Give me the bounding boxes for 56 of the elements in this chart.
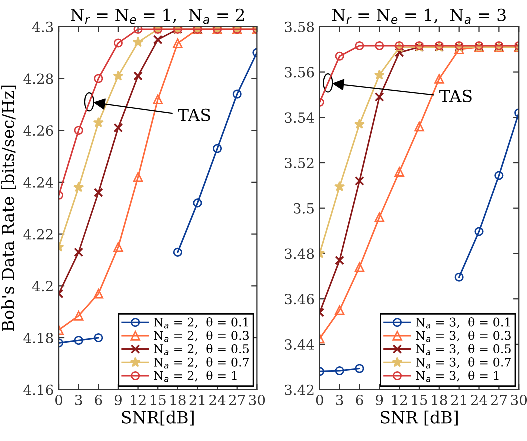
y-tick-label: 4.18: [24, 332, 54, 344]
x-tick-label: 12: [131, 394, 146, 406]
x-tick-label: 6: [356, 394, 364, 406]
y-tick-label: 3.5: [294, 203, 314, 214]
x-tick-label: 6: [95, 394, 102, 406]
x-tick-label: 12: [392, 394, 408, 406]
y-tick-label: 4.26: [24, 126, 54, 136]
y-tick-label: 3.48: [285, 248, 314, 260]
legend-label: N$_{a}$ = 2, θ = 0.7: [154, 358, 250, 369]
legend-label: N$_{a}$ = 2, θ = 0.1: [154, 317, 248, 329]
y-tick-label: 4.22: [24, 229, 53, 240]
annotation: TAS: [440, 90, 472, 103]
x-tick-label: 15: [150, 394, 166, 406]
x-tick-label: 24: [210, 394, 226, 406]
legend-label: N$_{a}$ = 2, θ = 1: [154, 370, 237, 382]
x-tick-label: 18: [432, 394, 448, 406]
legend-label: N$_{a}$ = 3, θ = 0.1: [416, 317, 510, 329]
x-tick-label: 27: [229, 394, 246, 406]
y-tick-label: 3.44: [285, 339, 314, 350]
y-tick-label: 3.52: [285, 158, 314, 168]
y-tick-label: 3.46: [285, 294, 314, 305]
annotation: TAS: [178, 108, 210, 122]
x-tick-label: 24: [471, 394, 488, 406]
x-tick-label: 30: [511, 394, 527, 406]
x-axis-title: SNR [dB]: [381, 410, 458, 426]
x-tick-label: 27: [491, 394, 508, 406]
legend-label: N$_{a}$ = 2, θ = 0.3: [154, 330, 250, 342]
y-tick-label: 3.56: [285, 67, 314, 78]
y-tick-label: 4.28: [24, 74, 54, 84]
legend-label: N$_{a}$ = 3, θ = 0.3: [416, 330, 511, 342]
x-tick-label: 21: [190, 394, 205, 406]
legend-label: N$_{a}$ = 3, θ = 0.7: [416, 358, 511, 369]
legend-label: N$_{a}$ = 3, θ = 1: [416, 370, 499, 382]
x-tick-label: 3: [336, 394, 344, 406]
x-axis-title: SNR[dB]: [122, 410, 194, 426]
y-tick-label: 3.42: [285, 384, 314, 396]
legend-label: N$_{a}$ = 2, θ = 0.5: [154, 344, 249, 356]
y-tick-label: 4.16: [24, 384, 54, 396]
x-tick-label: 0: [56, 394, 63, 406]
y-tick-label: 3.54: [285, 112, 314, 124]
y-tick-label: 4.3: [32, 22, 54, 32]
chart-title: N$_{r}$ = N$_{e}$ = 1, N$_{a}$ = 2: [71, 8, 244, 24]
y-tick-label: 4.2: [32, 281, 53, 292]
x-tick-label: 3: [75, 394, 82, 406]
y-axis-title: Bob's Data Rate [bits/sec/Hz]: [2, 86, 16, 332]
y-tick-label: 4.24: [24, 177, 54, 188]
x-tick-label: 21: [451, 394, 466, 406]
y-tick-label: 3.58: [285, 22, 314, 32]
x-tick-label: 30: [249, 394, 266, 406]
x-tick-label: 18: [170, 394, 186, 406]
x-tick-label: 9: [376, 394, 384, 406]
x-tick-label: 0: [316, 394, 324, 406]
chart-title: N$_{r}$ = N$_{e}$ = 1, N$_{a}$ = 3: [332, 8, 506, 24]
x-tick-label: 15: [412, 394, 428, 406]
x-tick-label: 9: [114, 394, 122, 406]
legend-label: N$_{a}$ = 3, θ = 0.5: [416, 344, 511, 356]
